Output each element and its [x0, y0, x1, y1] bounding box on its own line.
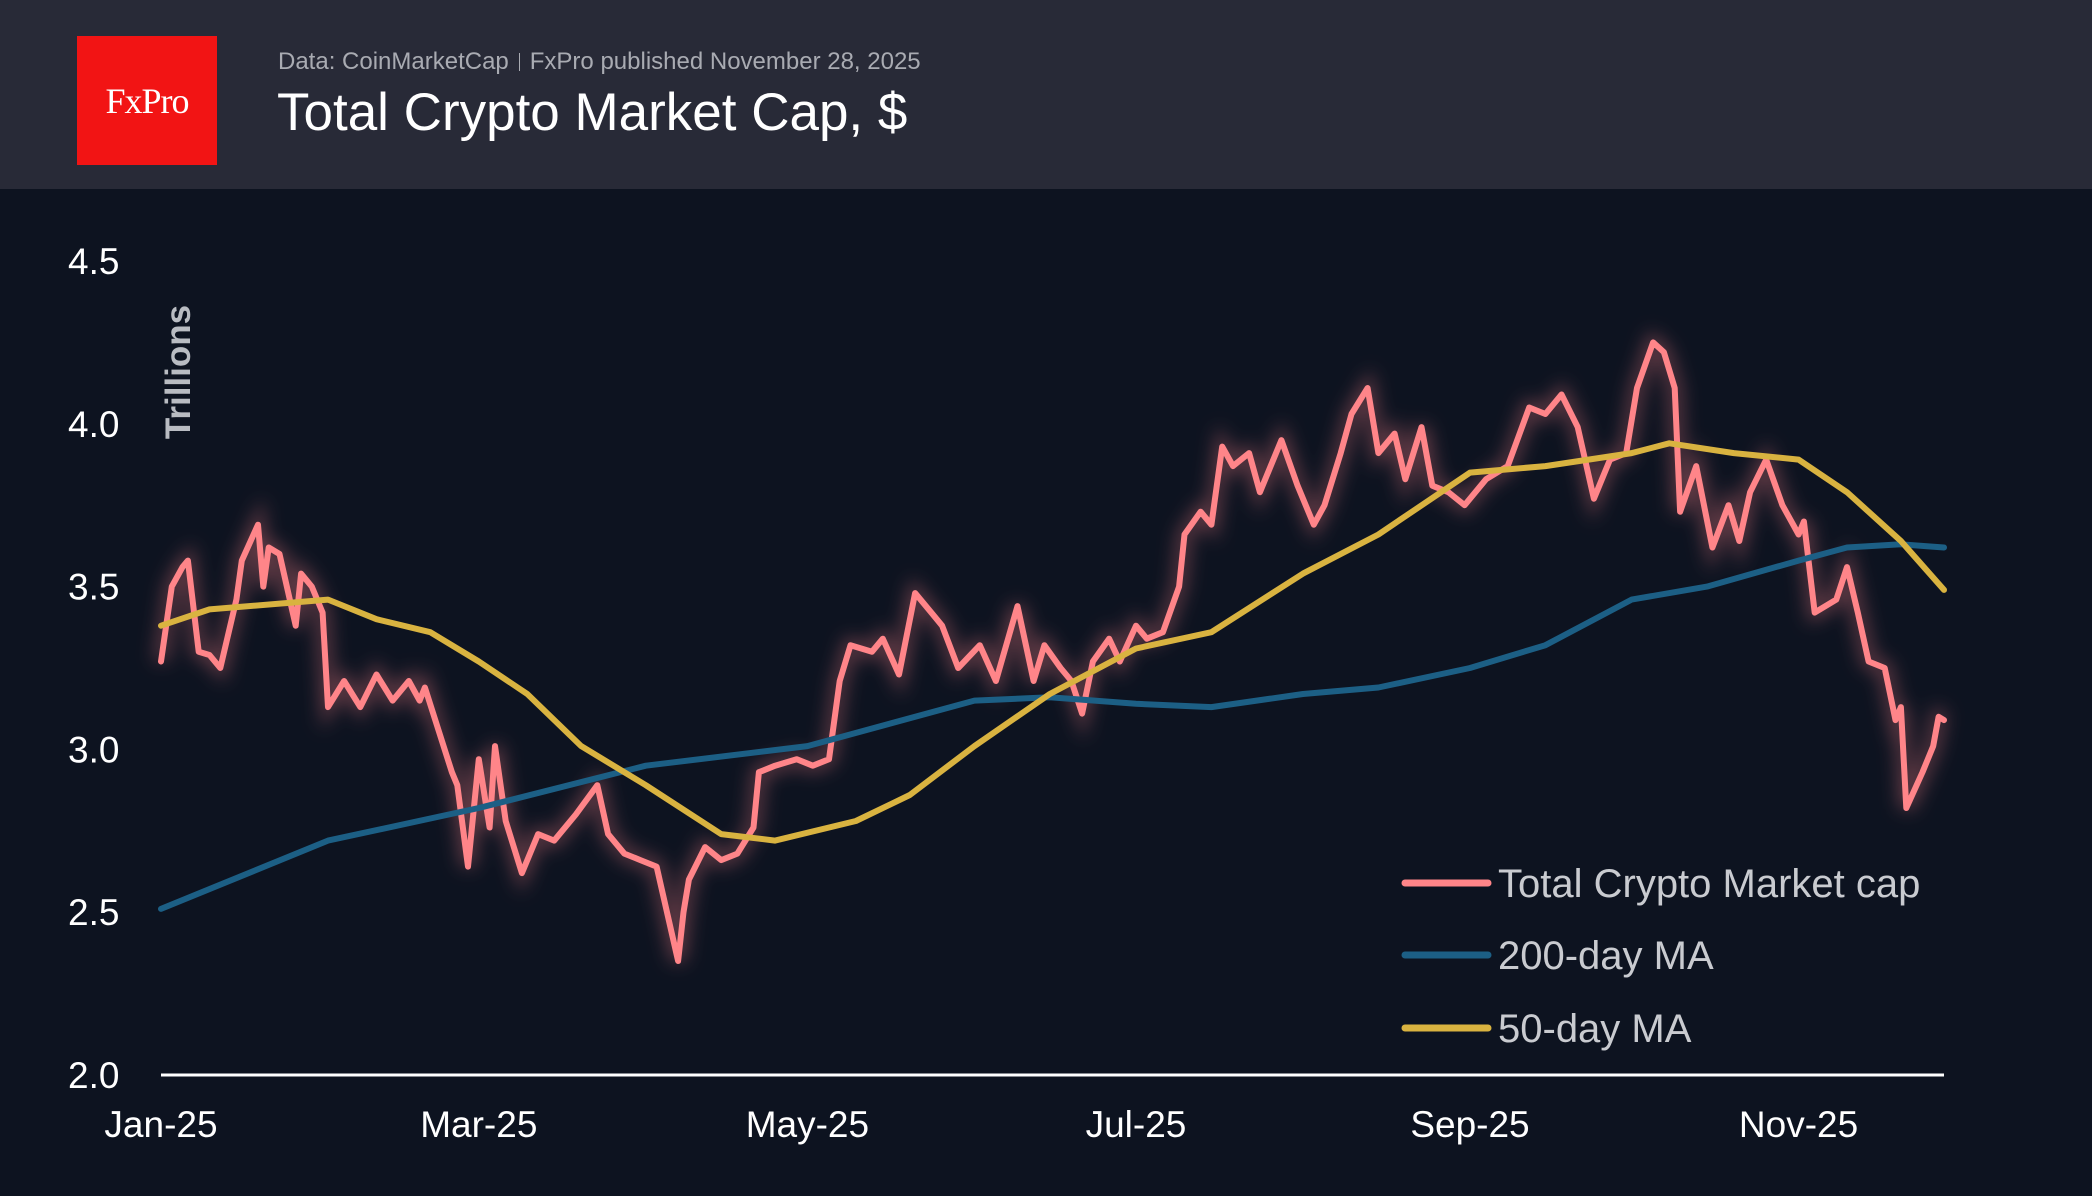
separator	[518, 53, 520, 71]
y-tick-label: 3.5	[68, 567, 119, 608]
x-tick-label: May-25	[746, 1104, 869, 1145]
y-axis-label: Trillions	[159, 305, 198, 439]
y-tick-label: 4.5	[68, 241, 119, 282]
y-tick-label: 3.0	[68, 729, 119, 770]
series-line-200-day-ma	[158, 541, 1947, 912]
x-tick-label: Sep-25	[1410, 1104, 1529, 1145]
source-line: Data: CoinMarketCap FxPro published Novem…	[278, 48, 921, 76]
series-lines	[154, 330, 1948, 964]
fxpro-logo: FxPro	[77, 36, 217, 165]
legend-label: 50-day MA	[1498, 1007, 1692, 1051]
chart-title: Total Crypto Market Cap, $	[277, 83, 908, 142]
x-tick-label: Nov-25	[1739, 1104, 1858, 1145]
data-source: Data: CoinMarketCap	[278, 48, 509, 75]
legend-label: 200-day MA	[1498, 934, 1714, 978]
legend: Total Crypto Market cap 200-day MA 50-day …	[1401, 862, 1920, 1051]
x-tick-label: Jul-25	[1086, 1104, 1187, 1145]
y-tick-label: 2.0	[68, 1055, 119, 1096]
legend-label: Total Crypto Market cap	[1498, 862, 1920, 906]
y-tick-label: 4.0	[68, 404, 119, 445]
logo-text: FxPro	[105, 80, 189, 121]
x-tick-label: Jan-25	[104, 1104, 217, 1145]
header: FxPro Data: CoinMarketCap FxPro published…	[0, 0, 2092, 189]
x-ticks: Jan-25 Mar-25 May-25 Jul-25 Sep-25 Nov-25	[104, 1104, 1858, 1145]
y-ticks: 2.0 2.5 3.0 3.5 4.0 4.5	[68, 241, 119, 1096]
series-line-50-day-ma	[158, 440, 1947, 844]
series-line-total-crypto-market-cap	[158, 339, 1947, 964]
published-date: FxPro published November 28, 2025	[529, 48, 921, 75]
x-tick-label: Mar-25	[420, 1104, 537, 1145]
y-tick-label: 2.5	[68, 892, 119, 933]
